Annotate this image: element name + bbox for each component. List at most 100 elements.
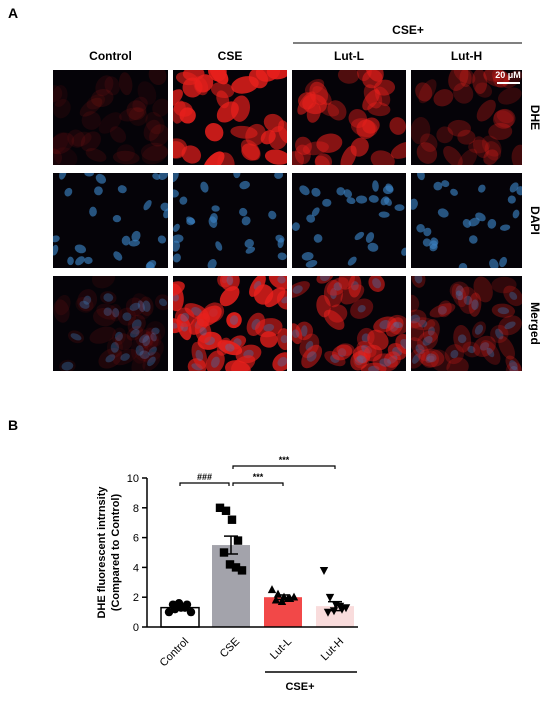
cell — [417, 330, 439, 352]
cell — [316, 133, 343, 153]
x-tick-label: CSE — [218, 636, 242, 660]
cell — [503, 285, 522, 307]
cell — [498, 315, 522, 336]
nucleus — [281, 296, 287, 304]
cell — [139, 296, 154, 316]
cell — [112, 150, 140, 165]
cell — [152, 98, 168, 117]
cell — [429, 349, 451, 371]
cell — [140, 142, 168, 161]
nucleus — [241, 216, 251, 226]
nucleus — [277, 252, 287, 261]
cell — [135, 347, 154, 362]
nucleus — [173, 189, 179, 198]
nucleus — [148, 346, 157, 356]
cells — [53, 173, 168, 268]
cell — [226, 312, 242, 329]
cell — [480, 340, 501, 365]
cell — [128, 107, 148, 126]
data-point — [215, 503, 225, 512]
nucleus — [372, 180, 379, 192]
nucleus — [380, 196, 390, 206]
nucleus — [486, 347, 495, 358]
nucleus — [160, 202, 168, 212]
nucleus — [215, 241, 223, 251]
nucleus — [173, 240, 181, 252]
nucleus — [301, 252, 314, 261]
cell — [219, 286, 240, 307]
cell — [126, 100, 147, 121]
cell — [89, 326, 116, 344]
nucleus — [131, 230, 141, 242]
cell — [260, 331, 278, 348]
nucleus — [382, 185, 394, 195]
cell — [415, 82, 433, 102]
column-label: Lut-L — [334, 49, 364, 63]
cell — [59, 359, 76, 371]
nucleus — [411, 314, 421, 324]
nucleus — [277, 237, 284, 249]
cell — [411, 117, 431, 145]
nucleus — [426, 353, 437, 363]
cell — [173, 281, 185, 297]
cell — [472, 70, 488, 95]
cell — [138, 327, 155, 355]
cell — [416, 142, 438, 164]
nucleus — [509, 182, 519, 193]
cell — [145, 111, 165, 135]
nucleus — [142, 300, 151, 312]
nucleus — [152, 173, 161, 180]
nucleus — [400, 338, 406, 350]
nucleus — [469, 235, 478, 244]
cell — [481, 135, 502, 157]
cell — [448, 70, 469, 92]
nucleus — [509, 366, 519, 371]
micrograph — [411, 276, 522, 371]
cell — [109, 304, 122, 322]
error-bar — [276, 594, 290, 601]
cell — [104, 76, 120, 96]
nucleus — [173, 322, 178, 329]
nucleus — [350, 281, 359, 291]
cell — [457, 129, 476, 145]
cell — [496, 109, 515, 124]
cell — [119, 72, 133, 96]
nucleus — [112, 308, 120, 318]
nucleus — [390, 322, 400, 332]
nucleus — [311, 187, 321, 197]
cell — [114, 333, 133, 351]
nucleus — [263, 323, 275, 332]
nucleus — [120, 353, 130, 361]
cell — [145, 321, 166, 342]
significance-label: ### — [197, 472, 212, 482]
nucleus — [357, 305, 366, 313]
cell — [196, 305, 222, 327]
cell — [390, 141, 406, 159]
cell — [505, 362, 522, 371]
cell — [81, 111, 101, 130]
cell — [422, 318, 440, 344]
nucleus — [117, 185, 127, 194]
nucleus — [233, 173, 241, 179]
nucleus — [471, 299, 479, 311]
cell — [231, 76, 259, 94]
cell — [318, 102, 340, 117]
nucleus — [173, 173, 179, 183]
cell — [100, 291, 117, 304]
y-tick-label: 10 — [127, 473, 139, 485]
column-label: CSE — [218, 49, 243, 63]
cells — [53, 70, 168, 165]
nucleus — [53, 244, 59, 256]
nucleus — [354, 231, 365, 241]
micrograph — [53, 173, 168, 268]
cell — [174, 307, 195, 328]
cell — [77, 289, 98, 312]
row-label: Merged — [528, 302, 542, 345]
cell — [336, 343, 355, 356]
nucleus — [489, 258, 499, 268]
cell — [220, 276, 240, 292]
cell — [116, 144, 135, 162]
cell — [79, 97, 103, 117]
nucleus — [130, 329, 140, 338]
cell — [411, 348, 426, 369]
